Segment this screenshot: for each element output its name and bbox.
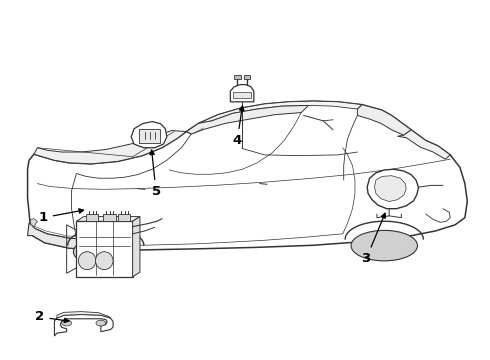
Polygon shape [374, 176, 406, 202]
Polygon shape [103, 214, 116, 221]
Polygon shape [57, 312, 111, 318]
Polygon shape [367, 169, 418, 209]
Polygon shape [230, 85, 254, 102]
Polygon shape [133, 217, 140, 277]
Polygon shape [131, 122, 167, 148]
Text: 4: 4 [233, 106, 244, 147]
Polygon shape [357, 105, 411, 135]
Polygon shape [30, 219, 37, 226]
Ellipse shape [96, 252, 113, 270]
Polygon shape [76, 221, 133, 277]
Ellipse shape [78, 252, 96, 270]
Polygon shape [198, 101, 362, 123]
Polygon shape [76, 217, 140, 221]
Polygon shape [27, 101, 467, 250]
Polygon shape [397, 130, 450, 159]
Text: 3: 3 [362, 213, 386, 265]
Polygon shape [34, 131, 186, 164]
Polygon shape [139, 129, 160, 143]
Polygon shape [86, 214, 98, 221]
Text: 5: 5 [150, 150, 161, 198]
Ellipse shape [351, 230, 417, 261]
Text: 2: 2 [35, 310, 69, 324]
Polygon shape [244, 75, 250, 78]
Ellipse shape [96, 320, 106, 326]
Polygon shape [233, 92, 251, 98]
Polygon shape [186, 105, 309, 134]
Polygon shape [54, 315, 113, 336]
Polygon shape [27, 223, 98, 250]
Polygon shape [118, 214, 130, 221]
Ellipse shape [62, 320, 72, 326]
Polygon shape [234, 75, 241, 78]
Text: 1: 1 [39, 209, 84, 224]
Ellipse shape [74, 237, 138, 266]
